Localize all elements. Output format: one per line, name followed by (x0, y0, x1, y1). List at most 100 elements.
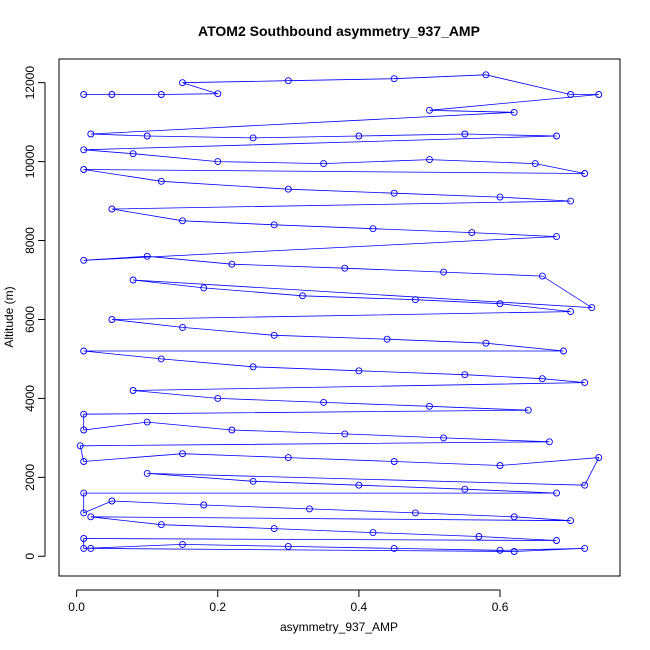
data-point (390, 75, 398, 83)
data-point (510, 548, 518, 555)
data-point (143, 252, 151, 260)
data-point (80, 146, 88, 154)
data-point (553, 233, 560, 241)
data-point (80, 426, 88, 434)
data-point (80, 91, 88, 98)
data-point (510, 108, 518, 116)
data-point (440, 268, 448, 276)
data-point (560, 347, 567, 355)
data-point (249, 134, 257, 142)
data-point (390, 458, 398, 465)
plot-area (76, 71, 603, 555)
data-point (129, 276, 137, 284)
data-point (581, 544, 589, 552)
data-point (179, 79, 186, 87)
data-point (249, 477, 257, 485)
data-point (545, 438, 553, 446)
data-point (80, 410, 88, 418)
data-point (482, 71, 490, 79)
data-point (553, 489, 560, 497)
data-point (320, 160, 328, 168)
data-point (426, 106, 433, 114)
data-point (143, 132, 151, 140)
data-point (80, 256, 88, 264)
data-point (440, 434, 448, 442)
data-point (179, 323, 186, 331)
data-point (270, 525, 278, 533)
data-point (531, 160, 539, 168)
chart-title: ATOM2 Southbound asymmetry_937_AMP (198, 23, 480, 39)
y-axis: 0 2000 4000 6000 8000 10000 12000 (23, 66, 46, 560)
y-tick-label: 6000 (23, 306, 37, 333)
y-axis-label: Altitude (m) (2, 286, 16, 347)
data-point (80, 535, 88, 542)
data-point (200, 501, 208, 509)
data-point (496, 546, 504, 554)
data-point (143, 418, 151, 426)
data-point (80, 166, 88, 173)
data-point (475, 533, 483, 540)
data-point (341, 430, 349, 438)
data-point (567, 91, 575, 98)
data-point (129, 387, 137, 394)
data-point (108, 205, 116, 213)
data-point (383, 335, 391, 343)
y-tick-label: 12000 (23, 66, 37, 100)
data-point (553, 132, 560, 140)
data-point (581, 481, 589, 489)
data-point (588, 304, 596, 312)
data-point (179, 450, 186, 458)
data-point (80, 458, 88, 465)
data-point (390, 189, 398, 197)
data-point (270, 331, 278, 339)
y-tick-label: 8000 (23, 227, 37, 254)
data-point (80, 347, 88, 355)
data-point (567, 308, 575, 316)
data-point (228, 260, 236, 268)
y-tick-label: 4000 (23, 385, 37, 412)
data-point (108, 497, 116, 505)
data-point (426, 402, 433, 410)
data-point (411, 296, 419, 304)
data-point (553, 537, 560, 544)
data-point (80, 544, 88, 552)
data-point (355, 132, 363, 140)
data-point (341, 264, 349, 272)
y-tick-label: 10000 (23, 145, 37, 179)
data-point (108, 91, 116, 98)
data-point (80, 509, 88, 517)
data-point (228, 426, 236, 434)
data-point (284, 454, 292, 462)
x-axis: 0.0 0.2 0.4 0.6 (68, 589, 509, 614)
x-tick-label: 0.6 (492, 600, 509, 614)
data-point (461, 371, 469, 379)
data-point (496, 462, 504, 469)
data-point (80, 489, 88, 497)
data-point (538, 272, 546, 280)
data-point (567, 517, 575, 525)
data-point (496, 300, 504, 308)
data-point (482, 339, 490, 347)
data-point (355, 481, 363, 489)
data-point (179, 540, 186, 548)
series-line (79, 74, 600, 552)
data-point (461, 485, 469, 493)
data-point (214, 394, 222, 402)
data-point (581, 379, 589, 387)
data-point (461, 130, 469, 138)
data-point (411, 509, 419, 517)
data-point (249, 363, 257, 371)
data-point (369, 529, 377, 537)
data-point (284, 542, 292, 550)
data-point (157, 355, 165, 363)
y-tick-label: 2000 (23, 464, 37, 491)
data-point (129, 150, 137, 158)
data-point (157, 177, 165, 185)
x-axis-label: asymmetry_937_AMP (280, 620, 398, 634)
x-tick-label: 0.4 (351, 600, 368, 614)
data-point (214, 90, 222, 98)
data-point (306, 505, 313, 513)
data-point (214, 158, 222, 166)
y-tick-label: 0 (23, 553, 37, 560)
